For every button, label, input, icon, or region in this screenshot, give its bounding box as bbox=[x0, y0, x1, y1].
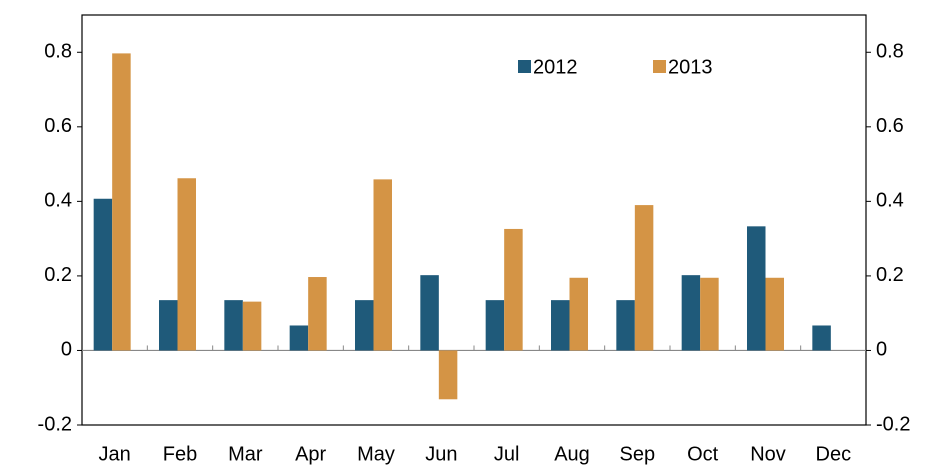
y2-tick-label: 0.2 bbox=[876, 264, 904, 286]
bar bbox=[634, 205, 654, 351]
y2-tick-label: -0.2 bbox=[876, 413, 910, 435]
x-tick-label: Oct bbox=[687, 443, 719, 465]
y2-tick-label: 0.4 bbox=[876, 190, 904, 212]
bar bbox=[747, 226, 766, 351]
bar bbox=[289, 325, 309, 351]
y-tick-label: 0.2 bbox=[44, 264, 72, 286]
x-tick-label: Aug bbox=[554, 443, 590, 465]
y-tick-label: 0.6 bbox=[44, 115, 72, 137]
bar bbox=[420, 275, 439, 351]
x-tick-label: May bbox=[357, 443, 395, 465]
bar bbox=[569, 277, 588, 351]
bar bbox=[551, 300, 570, 351]
bar bbox=[242, 301, 262, 351]
bar bbox=[224, 300, 243, 351]
bar bbox=[700, 277, 719, 351]
bar bbox=[504, 228, 523, 351]
x-tick-label: Jul bbox=[494, 443, 520, 465]
y-tick-label: 0.4 bbox=[44, 190, 72, 212]
y2-tick-label: 0 bbox=[876, 339, 887, 361]
bar bbox=[681, 275, 701, 351]
x-tick-label: Sep bbox=[620, 443, 656, 465]
bar bbox=[159, 300, 178, 351]
bar bbox=[355, 300, 374, 351]
bar bbox=[438, 350, 458, 400]
bar bbox=[308, 277, 327, 351]
plot-frame bbox=[81, 14, 867, 426]
legend-label: 2013 bbox=[668, 56, 713, 78]
bar bbox=[765, 277, 784, 351]
y-tick-label: -0.2 bbox=[38, 413, 72, 435]
legend-swatch bbox=[653, 60, 666, 73]
bar bbox=[373, 179, 392, 351]
bar bbox=[812, 325, 831, 351]
x-tick-label: Jan bbox=[99, 443, 131, 465]
x-tick-label: Nov bbox=[750, 443, 786, 465]
legend-swatch bbox=[518, 60, 531, 73]
bar bbox=[112, 53, 131, 351]
legend-label: 2012 bbox=[533, 56, 578, 78]
y-tick-label: 0 bbox=[61, 339, 72, 361]
y2-tick-label: 0.6 bbox=[876, 115, 904, 137]
y2-tick-label: 0.8 bbox=[876, 41, 904, 63]
x-tick-label: Jun bbox=[425, 443, 457, 465]
bar bbox=[177, 178, 196, 351]
x-tick-label: Dec bbox=[816, 443, 852, 465]
bar bbox=[616, 300, 635, 351]
bar bbox=[485, 300, 505, 351]
x-tick-label: Apr bbox=[295, 443, 326, 465]
y-tick-label: 0.8 bbox=[44, 41, 72, 63]
x-tick-label: Mar bbox=[228, 443, 263, 465]
x-tick-label: Feb bbox=[163, 443, 197, 465]
bar bbox=[93, 198, 113, 351]
